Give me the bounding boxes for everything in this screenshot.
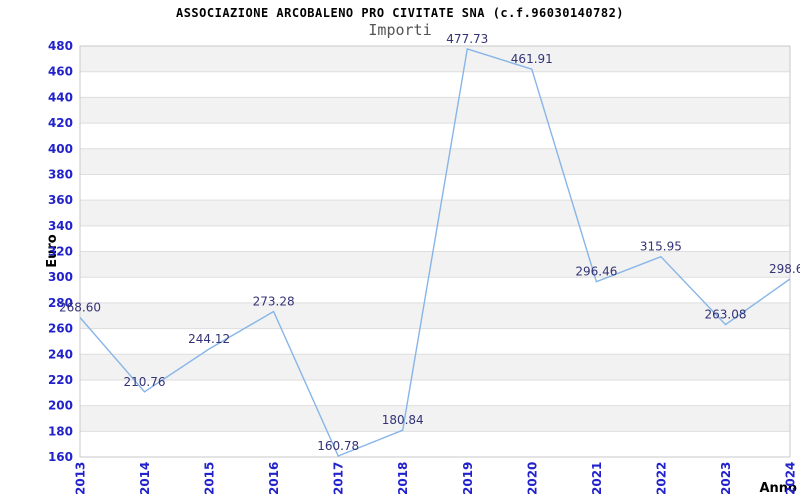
data-point-label: 244.12 [188,332,230,346]
plot-border [79,45,791,458]
y-tick-label: 300 [48,270,73,284]
y-tick-label: 340 [48,219,73,233]
data-point-label: 263.08 [705,308,747,322]
y-tick-label: 200 [48,399,73,413]
data-point-label: 477.73 [446,32,488,46]
y-tick-label: 360 [48,193,73,207]
y-tick-label: 320 [48,245,73,259]
x-tick-label: 2013 [74,462,88,495]
data-point-label: 210.76 [124,375,166,389]
chart-title: ASSOCIAZIONE ARCOBALENO PRO CIVITATE SNA… [175,6,625,20]
data-point-label: 298.60 [769,262,800,276]
x-tick-label: 2018 [396,462,410,495]
x-tick-label: 2014 [138,462,152,495]
data-point-label: 273.28 [253,295,295,309]
data-point-label: 160.78 [317,439,359,453]
plot-band [80,302,790,329]
y-axis-title: Euro [45,234,60,268]
y-tick-label: 440 [48,90,73,104]
chart-subtitle: Importi [368,21,432,39]
y-tick-label: 160 [48,450,73,464]
y-tick-label: 260 [48,322,73,336]
y-tick-label: 420 [48,116,73,130]
y-tick-label: 220 [48,373,73,387]
plot-band [80,46,790,72]
y-tick-label: 480 [48,39,73,53]
plot-band [80,354,790,380]
x-tick-label: 2020 [525,462,539,495]
x-tick-label: 2015 [203,462,217,495]
x-tick-label: 2017 [332,462,346,495]
y-tick-label: 380 [48,167,73,181]
line-series [79,47,791,457]
plot-band [80,251,790,278]
plot-band [80,405,790,432]
plot-band [80,97,790,124]
x-axis-title: Anno [759,481,797,496]
data-point-label: 461.91 [511,52,553,66]
data-point-label: 180.84 [382,413,424,427]
data-point-label: 315.95 [640,240,682,254]
y-tick-label: 180 [48,424,73,438]
x-tick-label: 2021 [590,462,604,495]
y-tick-label: 280 [48,296,73,310]
x-tick-label: 2019 [461,462,475,495]
plot-band [80,148,790,175]
plot-band [80,200,790,226]
x-tick-label: 2023 [719,462,733,495]
y-tick-label: 400 [48,142,73,156]
x-tick-label: 2016 [267,462,281,495]
data-point-label: 268.60 [59,301,101,315]
x-tick-label: 2024 [784,462,798,495]
y-tick-label: 460 [48,65,73,79]
y-tick-label: 240 [48,347,73,361]
data-point-label: 296.46 [575,265,617,279]
x-tick-label: 2022 [654,462,668,495]
